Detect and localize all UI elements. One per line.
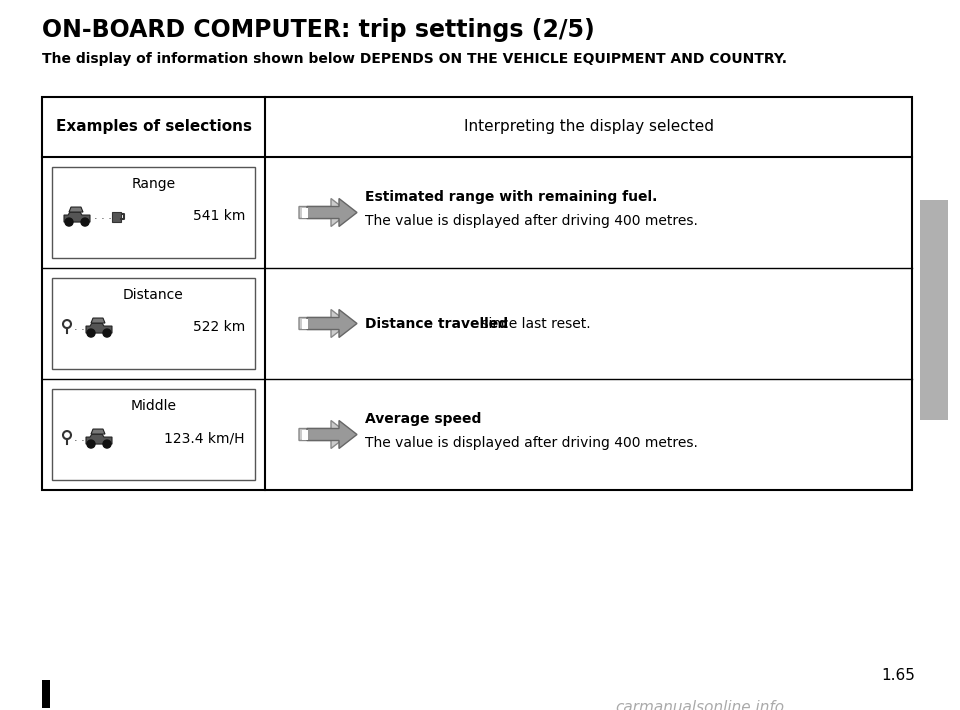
Text: 522 km: 522 km: [193, 320, 245, 334]
Text: The display of information shown below DEPENDS ON THE VEHICLE EQUIPMENT AND COUN: The display of information shown below D…: [42, 52, 787, 66]
Text: since last reset.: since last reset.: [476, 317, 590, 330]
Polygon shape: [307, 199, 357, 226]
Polygon shape: [86, 434, 112, 444]
Text: ON-BOARD COMPUTER: trip settings (2/5): ON-BOARD COMPUTER: trip settings (2/5): [42, 18, 595, 42]
Text: Range: Range: [132, 177, 176, 191]
Polygon shape: [302, 319, 308, 329]
Polygon shape: [91, 429, 105, 434]
Circle shape: [87, 440, 95, 448]
Text: Interpreting the display selected: Interpreting the display selected: [464, 119, 713, 134]
Text: 123.4 km/H: 123.4 km/H: [164, 431, 245, 445]
Polygon shape: [302, 207, 308, 217]
Text: 541 km: 541 km: [193, 209, 245, 223]
Polygon shape: [91, 318, 105, 323]
Circle shape: [65, 218, 73, 226]
Text: . .: . .: [74, 433, 84, 443]
Polygon shape: [86, 323, 112, 333]
Text: Examples of selections: Examples of selections: [56, 119, 252, 134]
Bar: [52, 167, 255, 258]
Text: Average speed: Average speed: [365, 413, 481, 427]
Bar: [42, 97, 912, 490]
Text: Estimated range with remaining fuel.: Estimated range with remaining fuel.: [365, 190, 658, 204]
Bar: [52, 278, 255, 369]
Text: . . .: . . .: [94, 211, 112, 221]
Polygon shape: [64, 212, 90, 222]
Bar: [112, 212, 121, 222]
Text: The value is displayed after driving 400 metres.: The value is displayed after driving 400…: [365, 214, 698, 229]
Bar: [920, 200, 948, 420]
Text: . .: . .: [74, 322, 84, 332]
Bar: [52, 389, 255, 480]
Text: Middle: Middle: [131, 399, 177, 413]
Polygon shape: [307, 310, 357, 337]
Text: carmanualsonline.info: carmanualsonline.info: [615, 700, 784, 710]
Circle shape: [87, 329, 95, 337]
Polygon shape: [299, 310, 349, 337]
Polygon shape: [299, 199, 349, 226]
Polygon shape: [299, 420, 349, 449]
Circle shape: [103, 329, 111, 337]
Circle shape: [81, 218, 89, 226]
Polygon shape: [69, 207, 83, 212]
Bar: [42, 680, 50, 708]
Polygon shape: [302, 430, 308, 439]
Polygon shape: [307, 420, 357, 449]
Text: Distance travelled: Distance travelled: [365, 317, 508, 330]
Text: The value is displayed after driving 400 metres.: The value is displayed after driving 400…: [365, 437, 698, 451]
Text: 1.65: 1.65: [881, 668, 915, 683]
Circle shape: [103, 440, 111, 448]
Text: Distance: Distance: [123, 288, 184, 302]
